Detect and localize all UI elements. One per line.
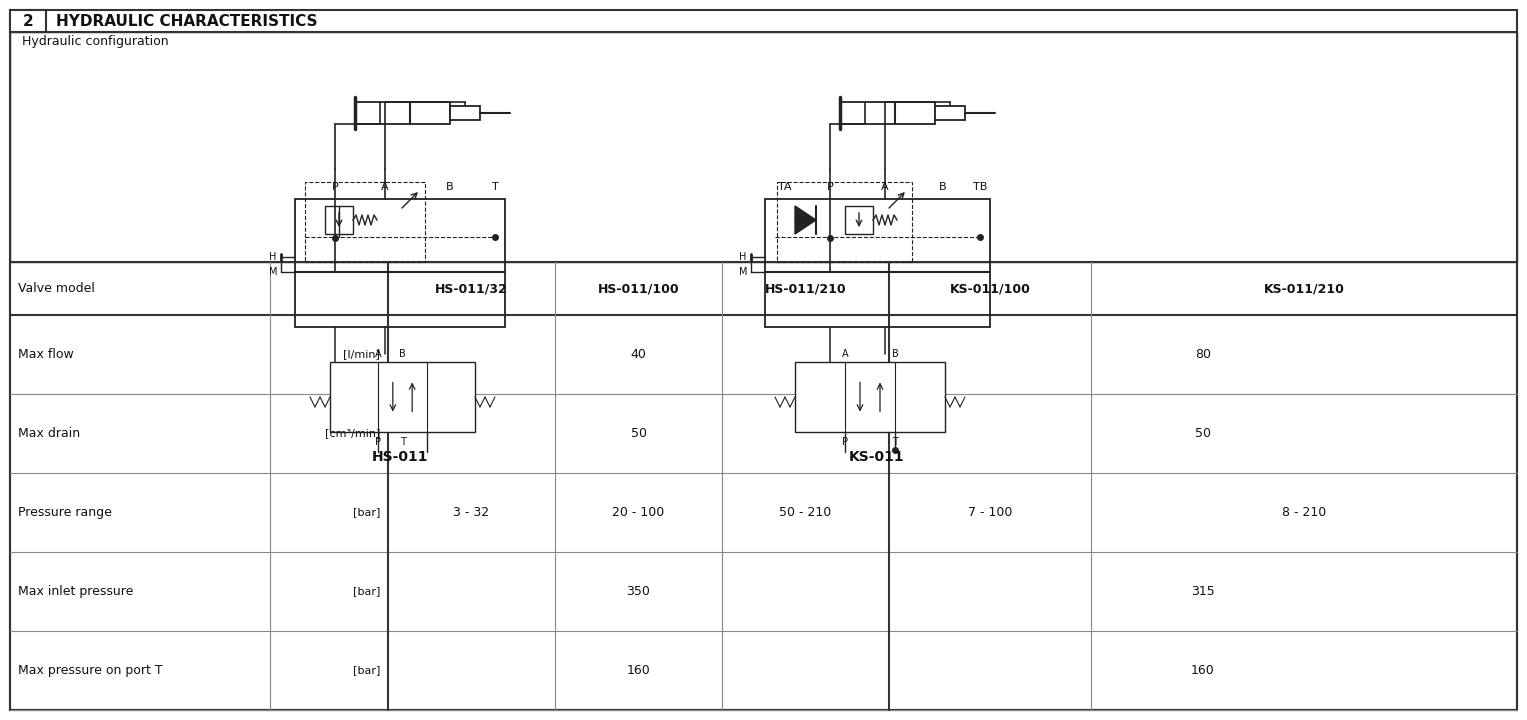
Text: 315: 315 [1191, 585, 1215, 598]
Text: KS-011: KS-011 [849, 450, 906, 464]
Text: 8 - 210: 8 - 210 [1281, 506, 1325, 519]
Text: H: H [739, 252, 747, 262]
Text: M: M [739, 267, 747, 277]
Text: 160: 160 [626, 664, 651, 677]
Text: 7 - 100: 7 - 100 [968, 506, 1012, 519]
Text: Max inlet pressure: Max inlet pressure [18, 585, 133, 598]
Text: Max pressure on port T: Max pressure on port T [18, 664, 162, 677]
Bar [777, 182, 912, 262]
Text: 2: 2 [23, 14, 34, 29]
Text: [bar]: [bar] [353, 665, 380, 675]
Bar [295, 199, 505, 327]
Text: M: M [269, 267, 278, 277]
Text: B: B [892, 349, 898, 359]
Text: Hydraulic configuration: Hydraulic configuration [21, 35, 168, 48]
Text: HS-011/100: HS-011/100 [597, 282, 680, 295]
Text: A: A [881, 182, 889, 192]
Text: HS-011: HS-011 [371, 450, 428, 464]
Bar [11, 32, 1516, 262]
Text: Max drain: Max drain [18, 427, 79, 440]
Text: 40: 40 [631, 348, 646, 361]
Text: T: T [892, 437, 898, 447]
Text: 50 - 210: 50 - 210 [779, 506, 832, 519]
Text: [bar]: [bar] [353, 587, 380, 596]
Text: [bar]: [bar] [353, 508, 380, 518]
Bar [330, 362, 475, 432]
Bar [354, 102, 450, 124]
Text: HS-011/32: HS-011/32 [435, 282, 508, 295]
Bar [305, 182, 425, 262]
Text: P: P [841, 437, 847, 447]
Bar [796, 362, 945, 432]
Text: P: P [826, 182, 834, 192]
Text: B: B [446, 182, 454, 192]
Text: 20 - 100: 20 - 100 [612, 506, 664, 519]
Text: P: P [376, 437, 382, 447]
Text: H: H [269, 252, 276, 262]
Text: KS-011/210: KS-011/210 [1263, 282, 1344, 295]
Text: 50: 50 [631, 427, 646, 440]
Bar [935, 106, 965, 120]
Text: [l/min]: [l/min] [344, 349, 380, 359]
Text: B: B [399, 349, 406, 359]
Text: B: B [939, 182, 947, 192]
Text: HS-011/210: HS-011/210 [765, 282, 846, 295]
Bar [844, 206, 873, 234]
Text: HYDRAULIC CHARACTERISTICS: HYDRAULIC CHARACTERISTICS [56, 14, 318, 29]
Bar [450, 106, 479, 120]
Text: 350: 350 [626, 585, 651, 598]
Bar [11, 262, 1516, 710]
Text: T: T [400, 437, 406, 447]
Polygon shape [796, 206, 815, 234]
Bar [325, 206, 353, 234]
Text: 50: 50 [1196, 427, 1211, 440]
Text: TA: TA [779, 182, 793, 192]
Text: A: A [376, 349, 382, 359]
Text: 80: 80 [1196, 348, 1211, 361]
Text: Pressure range: Pressure range [18, 506, 111, 519]
Bar [11, 10, 46, 32]
Text: 160: 160 [1191, 664, 1215, 677]
Text: [cm³/min]: [cm³/min] [325, 428, 380, 438]
Bar [840, 102, 935, 124]
Text: A: A [382, 182, 389, 192]
Text: TB: TB [973, 182, 986, 192]
Text: Valve model: Valve model [18, 282, 95, 295]
Text: KS-011/100: KS-011/100 [950, 282, 1031, 295]
Text: P: P [331, 182, 339, 192]
Bar [765, 199, 989, 327]
Text: 3 - 32: 3 - 32 [454, 506, 490, 519]
Text: T: T [492, 182, 498, 192]
Text: A: A [841, 349, 849, 359]
Text: Max flow: Max flow [18, 348, 73, 361]
